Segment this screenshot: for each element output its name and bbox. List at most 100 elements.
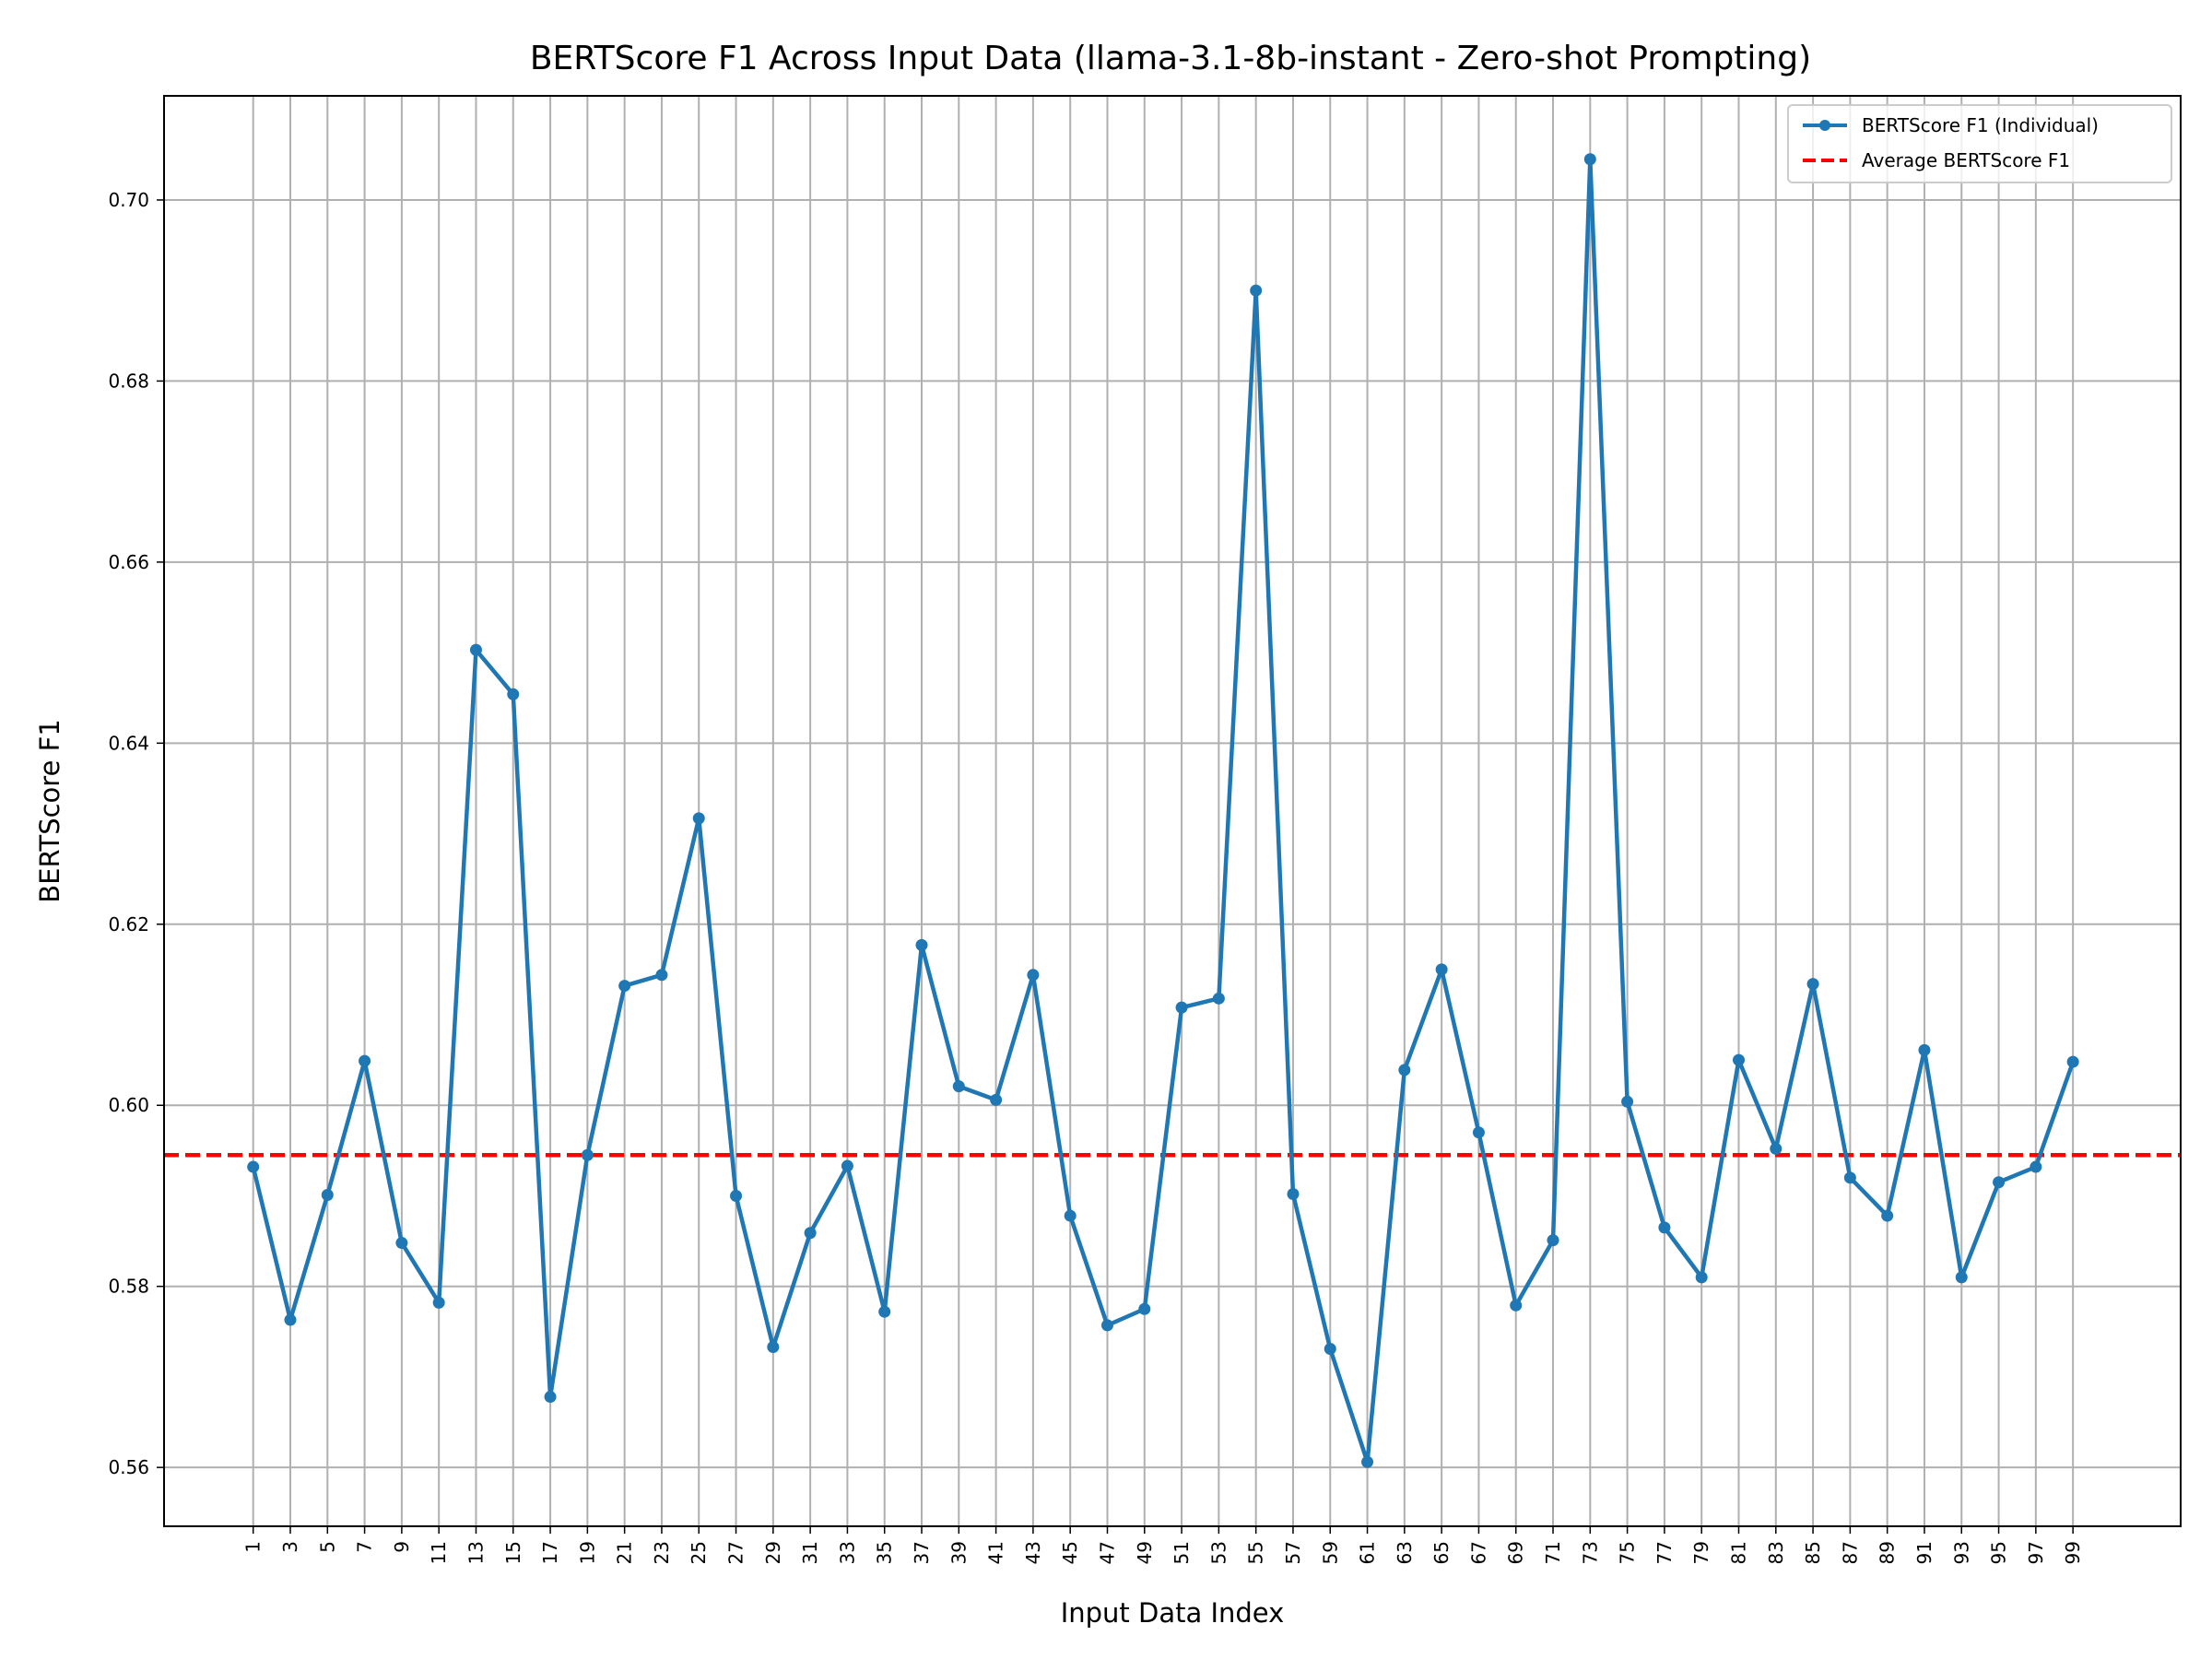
- data-point: [1658, 1221, 1671, 1234]
- data-point: [1732, 1053, 1745, 1066]
- x-tick-label: 15: [502, 1541, 524, 1564]
- x-tick-label: 3: [279, 1541, 301, 1553]
- y-axis-label: BERTScore F1: [34, 719, 65, 903]
- x-tick-label: 99: [2062, 1541, 2084, 1564]
- data-point: [1100, 1319, 1113, 1332]
- x-tick-label: 41: [985, 1541, 1007, 1564]
- x-tick-label: 51: [1171, 1541, 1193, 1564]
- data-point: [1287, 1188, 1300, 1201]
- data-point: [952, 1080, 965, 1093]
- data-point: [1324, 1342, 1336, 1355]
- x-tick-label: 59: [1319, 1541, 1341, 1564]
- legend-marker-individual: [1819, 120, 1830, 131]
- data-point: [692, 812, 705, 825]
- x-tick-label: 39: [947, 1541, 970, 1564]
- y-tick-label: 0.66: [108, 551, 149, 573]
- x-tick-label: 1: [242, 1541, 265, 1553]
- y-tick-label: 0.58: [108, 1276, 149, 1298]
- data-point: [804, 1227, 817, 1240]
- x-tick-label: 67: [1467, 1541, 1489, 1564]
- legend-box: [1787, 104, 2172, 183]
- x-tick-label: 7: [354, 1541, 376, 1553]
- x-tick-label: 49: [1134, 1541, 1156, 1564]
- data-point: [469, 643, 482, 656]
- data-point: [395, 1237, 408, 1250]
- x-tick-label: 97: [2025, 1541, 2047, 1564]
- x-tick-label: 69: [1505, 1541, 1527, 1564]
- plot-frame: [163, 95, 2182, 1527]
- data-point: [655, 969, 668, 982]
- data-point: [878, 1305, 891, 1318]
- x-tick-label: 77: [1653, 1541, 1676, 1564]
- x-tick-label: 11: [428, 1541, 450, 1564]
- data-point: [1993, 1176, 2006, 1189]
- x-tick-label: 35: [874, 1541, 896, 1564]
- data-point: [1770, 1142, 1783, 1155]
- x-tick-label: 89: [1877, 1541, 1899, 1564]
- y-tick-label: 0.60: [108, 1094, 149, 1116]
- x-tick-label: 83: [1765, 1541, 1787, 1564]
- data-point: [1472, 1126, 1485, 1139]
- x-tick-label: 33: [836, 1541, 858, 1564]
- data-point: [321, 1188, 334, 1201]
- data-point: [1361, 1455, 1374, 1468]
- data-point: [1843, 1171, 1856, 1184]
- ticks: 1 3 5 7 9 11 13 15 17 19 21 23 25 27 29 31 33 35 37 39 41 43 4…: [108, 189, 2084, 1564]
- chart-title: BERTScore F1 Across Input Data (llama-3.…: [530, 40, 1811, 77]
- data-point: [1064, 1209, 1077, 1222]
- data-point: [841, 1159, 853, 1172]
- x-tick-label: 95: [1988, 1541, 2010, 1564]
- data-point: [2030, 1160, 2042, 1173]
- x-tick-label: 31: [799, 1541, 821, 1564]
- data-point: [618, 980, 631, 993]
- x-tick-label: 37: [911, 1541, 933, 1564]
- x-tick-label: 91: [1913, 1541, 1936, 1564]
- data-point: [2066, 1055, 2079, 1068]
- x-tick-label: 61: [1357, 1541, 1379, 1564]
- x-tick-label: 73: [1579, 1541, 1601, 1564]
- x-tick-label: 47: [1096, 1541, 1118, 1564]
- data-point: [507, 688, 520, 700]
- data-point: [581, 1148, 594, 1161]
- x-tick-label: 17: [539, 1541, 561, 1564]
- data-point: [1583, 153, 1596, 166]
- x-tick-label: 87: [1839, 1541, 1861, 1564]
- data-point: [1250, 284, 1263, 297]
- x-tick-label: 85: [1802, 1541, 1824, 1564]
- grid: [164, 96, 2181, 1526]
- y-tick-label: 0.62: [108, 913, 149, 935]
- x-tick-label: 65: [1430, 1541, 1453, 1564]
- x-tick-label: 29: [762, 1541, 784, 1564]
- data-point: [1918, 1043, 1931, 1056]
- x-tick-label: 93: [1950, 1541, 1972, 1564]
- x-tick-label: 21: [614, 1541, 636, 1564]
- y-tick-label: 0.64: [108, 732, 149, 754]
- x-tick-label: 75: [1617, 1541, 1639, 1564]
- x-tick-label: 23: [651, 1541, 673, 1564]
- data-point: [1955, 1271, 1968, 1284]
- series-line-individual: [251, 157, 2076, 1465]
- legend-label-average: Average BERTScore F1: [1862, 149, 2070, 171]
- data-point: [1212, 992, 1225, 1005]
- data-point: [247, 1160, 260, 1173]
- data-point: [1138, 1302, 1151, 1315]
- data-point: [1621, 1095, 1634, 1108]
- x-tick-label: 19: [576, 1541, 598, 1564]
- x-tick-label: 79: [1690, 1541, 1712, 1564]
- series-layer: [247, 153, 2079, 1468]
- data-point: [1695, 1271, 1708, 1284]
- x-tick-label: 45: [1059, 1541, 1081, 1564]
- data-point: [1510, 1299, 1523, 1312]
- x-tick-label: 55: [1245, 1541, 1267, 1564]
- legend: BERTScore F1 (Individual) Average BERTSc…: [1787, 104, 2172, 183]
- data-point: [1881, 1209, 1894, 1222]
- x-tick-label: 13: [465, 1541, 487, 1564]
- x-tick-label: 63: [1394, 1541, 1416, 1564]
- data-point: [1027, 969, 1040, 982]
- x-tick-label: 9: [391, 1541, 413, 1553]
- y-tick-label: 0.70: [108, 189, 149, 211]
- data-point: [767, 1341, 780, 1354]
- legend-label-individual: BERTScore F1 (Individual): [1862, 114, 2099, 136]
- y-tick-label: 0.56: [108, 1456, 149, 1478]
